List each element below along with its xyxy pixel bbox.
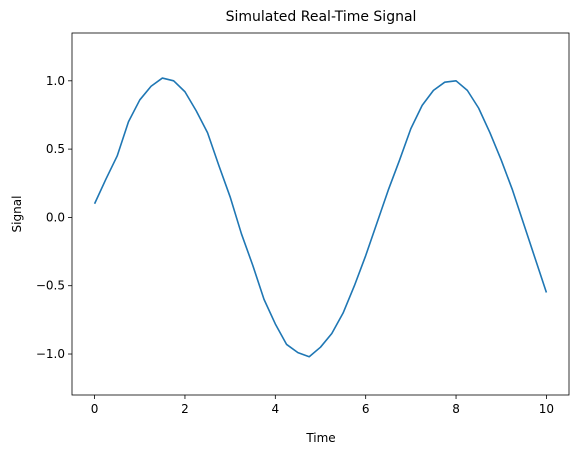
y-tick-label: −0.5 [36, 279, 65, 293]
plot-frame [71, 32, 570, 396]
x-tick-label: 0 [91, 402, 99, 416]
y-tick-label: 1.0 [46, 74, 65, 88]
chart-title: Simulated Real-Time Signal [226, 9, 417, 25]
y-tick-label: −1.0 [36, 347, 65, 361]
y-axis: −1.0 −0.5 0.0 0.5 1.0 [36, 74, 72, 361]
y-tick-label: 0.5 [46, 142, 65, 156]
series-line-0 [93, 77, 548, 358]
series-layer [93, 77, 548, 358]
y-tick-label: 0.0 [46, 210, 65, 224]
x-tick-label: 6 [362, 402, 370, 416]
x-axis-label: Time [305, 431, 335, 445]
x-tick-label: 4 [271, 402, 279, 416]
plot-area [71, 32, 570, 396]
x-tick-label: 8 [452, 402, 460, 416]
x-tick-label: 10 [539, 402, 554, 416]
y-axis-label: Signal [10, 196, 24, 233]
x-axis: 0 2 4 6 8 10 [91, 395, 554, 416]
x-tick-label: 2 [181, 402, 189, 416]
